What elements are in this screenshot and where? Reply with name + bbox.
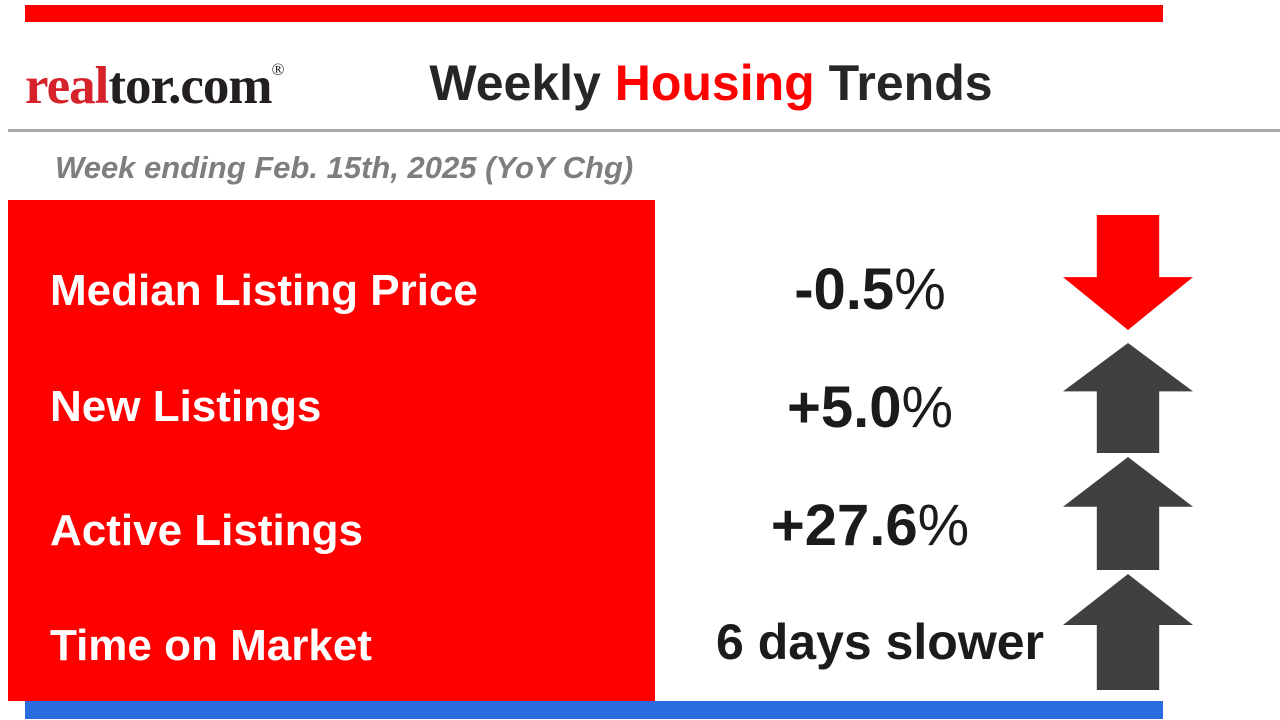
metric-label-time-on-market: Time on Market (50, 621, 372, 670)
metric-value-active-listings: +27.6% (690, 492, 1050, 559)
trend-arrow-up-icon (1063, 574, 1193, 690)
value-number: -0.5 (794, 257, 895, 322)
metrics-red-panel (8, 200, 655, 701)
metric-value-new-listings: +5.0% (690, 374, 1050, 441)
title-part-trends: Trends (814, 55, 993, 111)
week-ending-subtitle: Week ending Feb. 15th, 2025 (YoY Chg) (55, 150, 634, 185)
metric-value-median-listing-price: -0.5% (690, 256, 1050, 323)
header-divider (8, 129, 1280, 132)
page-title: Weekly Housing Trends (142, 54, 1280, 112)
title-part-weekly: Weekly (429, 55, 615, 111)
metric-label-active-listings: Active Listings (50, 506, 363, 555)
value-percent-sign: % (894, 257, 946, 322)
metric-label-new-listings: New Listings (50, 382, 322, 431)
logo-text-real: real (25, 57, 109, 115)
value-percent-sign: % (917, 493, 970, 558)
trend-arrow-up-icon (1063, 457, 1193, 570)
bottom-accent-bar (25, 701, 1163, 719)
value-number: 6 days slower (716, 614, 1044, 670)
value-number: +27.6 (770, 493, 918, 558)
registered-trademark-icon: ® (271, 60, 285, 79)
top-accent-bar (25, 5, 1163, 22)
realtor-logo: realtor.com® (25, 56, 285, 116)
value-percent-sign: % (901, 375, 954, 440)
trend-arrow-down-icon (1063, 215, 1193, 330)
logo-text-torcom: tor.com (108, 57, 272, 115)
trend-arrow-up-icon (1063, 343, 1193, 453)
metric-label-median-listing-price: Median Listing Price (50, 266, 478, 315)
metric-value-time-on-market: 6 days slower (700, 613, 1060, 671)
title-part-housing: Housing (614, 55, 815, 111)
value-number: +5.0 (786, 375, 902, 440)
